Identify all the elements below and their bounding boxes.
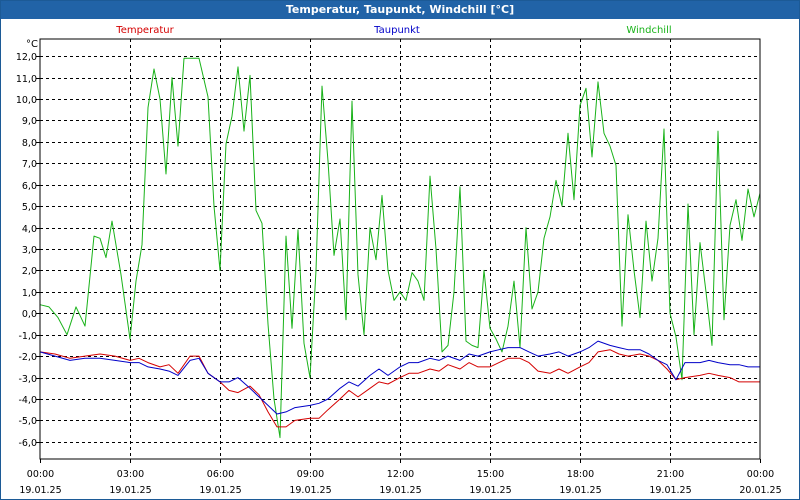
legend: Temperatur Taupunkt Windchill xyxy=(115,25,671,36)
x-tick-time: 21:00 xyxy=(657,469,684,480)
x-tick-time: 03:00 xyxy=(117,469,144,480)
y-tick-label: 8,0 xyxy=(22,138,37,149)
y-tick-label: 10,0 xyxy=(16,95,37,106)
y-tick-label: -6,0 xyxy=(18,438,37,449)
x-tick-date: 19.01.25 xyxy=(379,485,421,496)
series-line-temperatur xyxy=(39,349,760,428)
legend-windchill: Windchill xyxy=(626,25,671,36)
y-tick-label: -3,0 xyxy=(18,374,37,385)
y-tick-label: -4,0 xyxy=(18,395,37,406)
axes: °C -6,0 -5,0 -4,0 -3,0 -2,0 -1,0 0,0 1,0 2,0 3,0 4… xyxy=(16,39,782,496)
y-tick-label: 4,0 xyxy=(22,224,37,235)
y-tick-label: 11,0 xyxy=(16,74,37,85)
y-tick-label: 12,0 xyxy=(16,52,37,63)
x-tick-time: 15:00 xyxy=(477,469,504,480)
y-tick-label: -2,0 xyxy=(18,352,37,363)
y-tick-label: 0,0 xyxy=(22,309,37,320)
series-line-windchill xyxy=(39,57,761,439)
y-tick-label: -1,0 xyxy=(18,331,37,342)
x-tick-time: 12:00 xyxy=(387,469,414,480)
x-tick-time: 09:00 xyxy=(297,469,324,480)
legend-temperatur: Temperatur xyxy=(115,25,174,36)
y-tick-label: 7,0 xyxy=(22,159,37,170)
x-tick-date: 20.01.25 xyxy=(739,485,781,496)
series xyxy=(39,57,761,439)
y-axis-label: °C xyxy=(26,39,38,50)
x-tick-date: 19.01.25 xyxy=(289,485,331,496)
x-tick-time: 06:00 xyxy=(207,469,234,480)
y-tick-label: 5,0 xyxy=(22,202,37,213)
grid xyxy=(40,39,760,459)
y-tick-label: 9,0 xyxy=(22,116,37,127)
x-tick-time: 00:00 xyxy=(27,469,54,480)
x-tick-date: 19.01.25 xyxy=(19,485,61,496)
y-tick-label: 3,0 xyxy=(22,245,37,256)
y-tick-label: -5,0 xyxy=(18,416,37,427)
y-tick-label: 6,0 xyxy=(22,181,37,192)
x-tick-date: 19.01.25 xyxy=(649,485,691,496)
x-tick-date: 19.01.25 xyxy=(199,485,241,496)
y-tick-label: 1,0 xyxy=(22,288,37,299)
x-tick-date: 19.01.25 xyxy=(559,485,601,496)
y-tick-label: 2,0 xyxy=(22,266,37,277)
plot-frame xyxy=(39,38,761,460)
series-line-taupunkt xyxy=(39,340,760,415)
x-tick-date: 19.01.25 xyxy=(469,485,511,496)
legend-taupunkt: Taupunkt xyxy=(373,25,420,36)
x-tick-time: 18:00 xyxy=(567,469,594,480)
window-title: Temperatur, Taupunkt, Windchill [°C] xyxy=(1,1,799,19)
x-tick-date: 19.01.25 xyxy=(109,485,151,496)
x-tick-time: 00:00 xyxy=(747,469,774,480)
